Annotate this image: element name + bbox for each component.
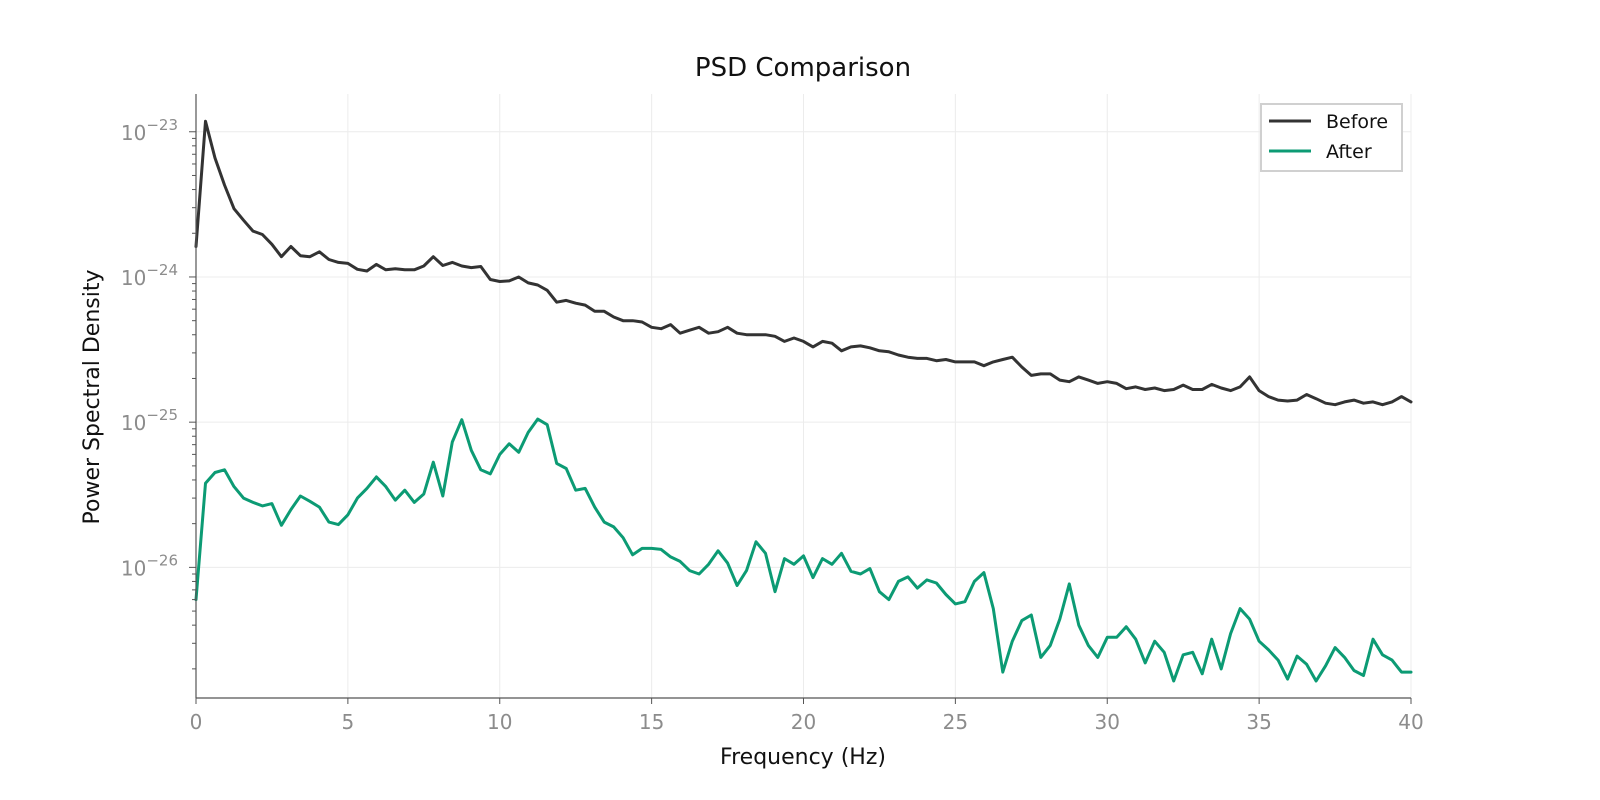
legend-label-after: After — [1326, 141, 1372, 163]
chart-title: PSD Comparison — [695, 53, 911, 83]
x-tick-label: 25 — [943, 710, 968, 734]
x-tick-label: 30 — [1095, 710, 1120, 734]
tick-labels: 0 5 10 15 20 25 30 35 40 10−23 10−24 10−25 10−26 — [121, 116, 1424, 734]
series-line-after — [194, 417, 1413, 683]
legend-label-before: Before — [1326, 111, 1388, 133]
x-tick-label: 40 — [1398, 710, 1423, 734]
y-tick-label: 10−23 — [121, 116, 178, 145]
series-layer — [194, 119, 1413, 683]
y-tick-label: 10−26 — [121, 551, 178, 580]
x-tick-label: 20 — [791, 710, 816, 734]
x-tick-label: 10 — [487, 710, 512, 734]
y-tick-label: 10−24 — [121, 261, 178, 290]
legend: Before After — [1260, 103, 1403, 172]
x-tick-label: 15 — [639, 710, 664, 734]
grid — [195, 94, 1412, 698]
x-tick-label: 35 — [1246, 710, 1271, 734]
y-tick-label: 10−25 — [121, 406, 178, 435]
x-tick-label: 5 — [342, 710, 355, 734]
series-line-before — [194, 119, 1413, 407]
legend-box — [1260, 103, 1403, 172]
y-axis-title: Power Spectral Density — [80, 270, 105, 525]
axes — [189, 94, 1412, 704]
x-axis-title: Frequency (Hz) — [720, 745, 886, 770]
x-tick-label: 0 — [190, 710, 203, 734]
